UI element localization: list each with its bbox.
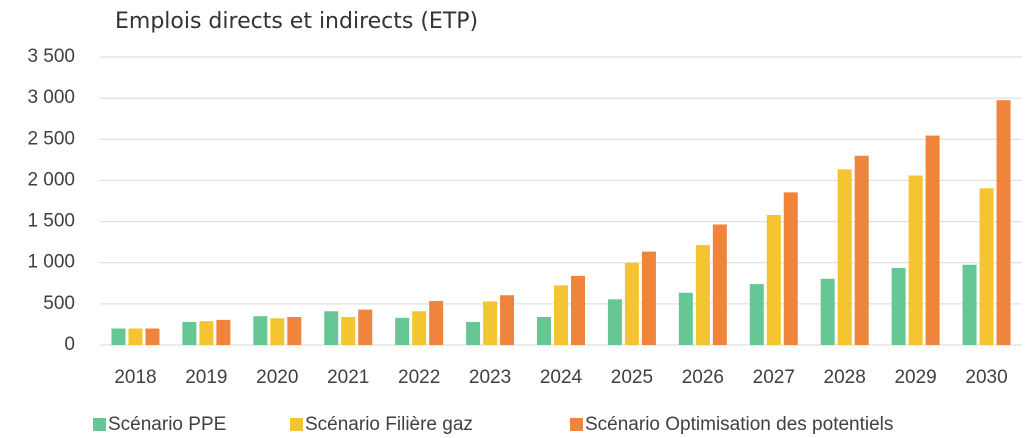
bar [111, 328, 126, 345]
x-tick-label: 2030 [965, 367, 1007, 388]
legend-label: Scénario Filière gaz [305, 414, 473, 435]
bar [837, 169, 852, 345]
bar [607, 299, 622, 345]
bar [341, 317, 356, 345]
bar [253, 316, 268, 345]
bar [324, 311, 339, 345]
chart-title: Emplois directs et indirects (ETP) [115, 9, 478, 34]
y-tick-label: 3 000 [27, 87, 75, 108]
bar [979, 188, 994, 345]
bar [466, 321, 481, 345]
x-tick-label: 2027 [753, 367, 795, 388]
bar [766, 214, 781, 345]
bar [624, 262, 639, 345]
bar [199, 321, 214, 345]
bar [641, 251, 656, 345]
bar [128, 328, 143, 345]
x-tick-label: 2018 [114, 367, 156, 388]
bar [287, 317, 302, 345]
legend-label: Scénario Optimisation des potentiels [585, 414, 893, 435]
bar [182, 321, 197, 345]
y-tick-label: 2 000 [27, 169, 75, 190]
bar [891, 268, 906, 345]
bar [537, 317, 551, 345]
y-tick-label: 1 500 [27, 211, 75, 232]
bar [412, 311, 427, 345]
bar [908, 175, 923, 345]
bar [749, 284, 764, 345]
x-tick-label: 2021 [327, 367, 369, 388]
x-tick-label: 2029 [894, 367, 936, 388]
x-tick-label: 2024 [540, 367, 583, 388]
bar [429, 300, 444, 345]
x-tick-label: 2022 [398, 367, 440, 388]
y-tick-label: 3 500 [27, 46, 75, 67]
bar [783, 192, 798, 345]
bar [695, 245, 710, 345]
bar [216, 319, 231, 345]
x-tick-label: 2019 [185, 367, 227, 388]
y-tick-label: 1 000 [27, 252, 75, 273]
y-tick-label: 0 [64, 334, 75, 355]
y-tick-label: 500 [43, 293, 75, 314]
bar [712, 224, 727, 345]
bar [678, 292, 693, 345]
x-tick-label: 2020 [256, 367, 298, 388]
bar [358, 309, 373, 345]
legend-swatch [570, 418, 583, 431]
legend-swatch [93, 418, 106, 431]
bar [820, 278, 835, 345]
y-tick-label: 2 500 [27, 128, 75, 149]
bar [483, 301, 498, 345]
x-tick-label: 2028 [824, 367, 866, 388]
bar [270, 318, 285, 345]
bar [145, 328, 160, 345]
bar [500, 295, 515, 345]
bar [554, 285, 568, 345]
bar [571, 275, 585, 345]
x-tick-label: 2023 [469, 367, 511, 388]
bar [854, 155, 869, 345]
bar [996, 100, 1011, 345]
x-tick-label: 2025 [611, 367, 653, 388]
bar [395, 317, 410, 345]
x-tick-label: 2026 [682, 367, 724, 388]
bar [962, 264, 977, 345]
legend-swatch [290, 418, 303, 431]
bar [925, 135, 940, 345]
legend-label: Scénario PPE [108, 414, 226, 435]
